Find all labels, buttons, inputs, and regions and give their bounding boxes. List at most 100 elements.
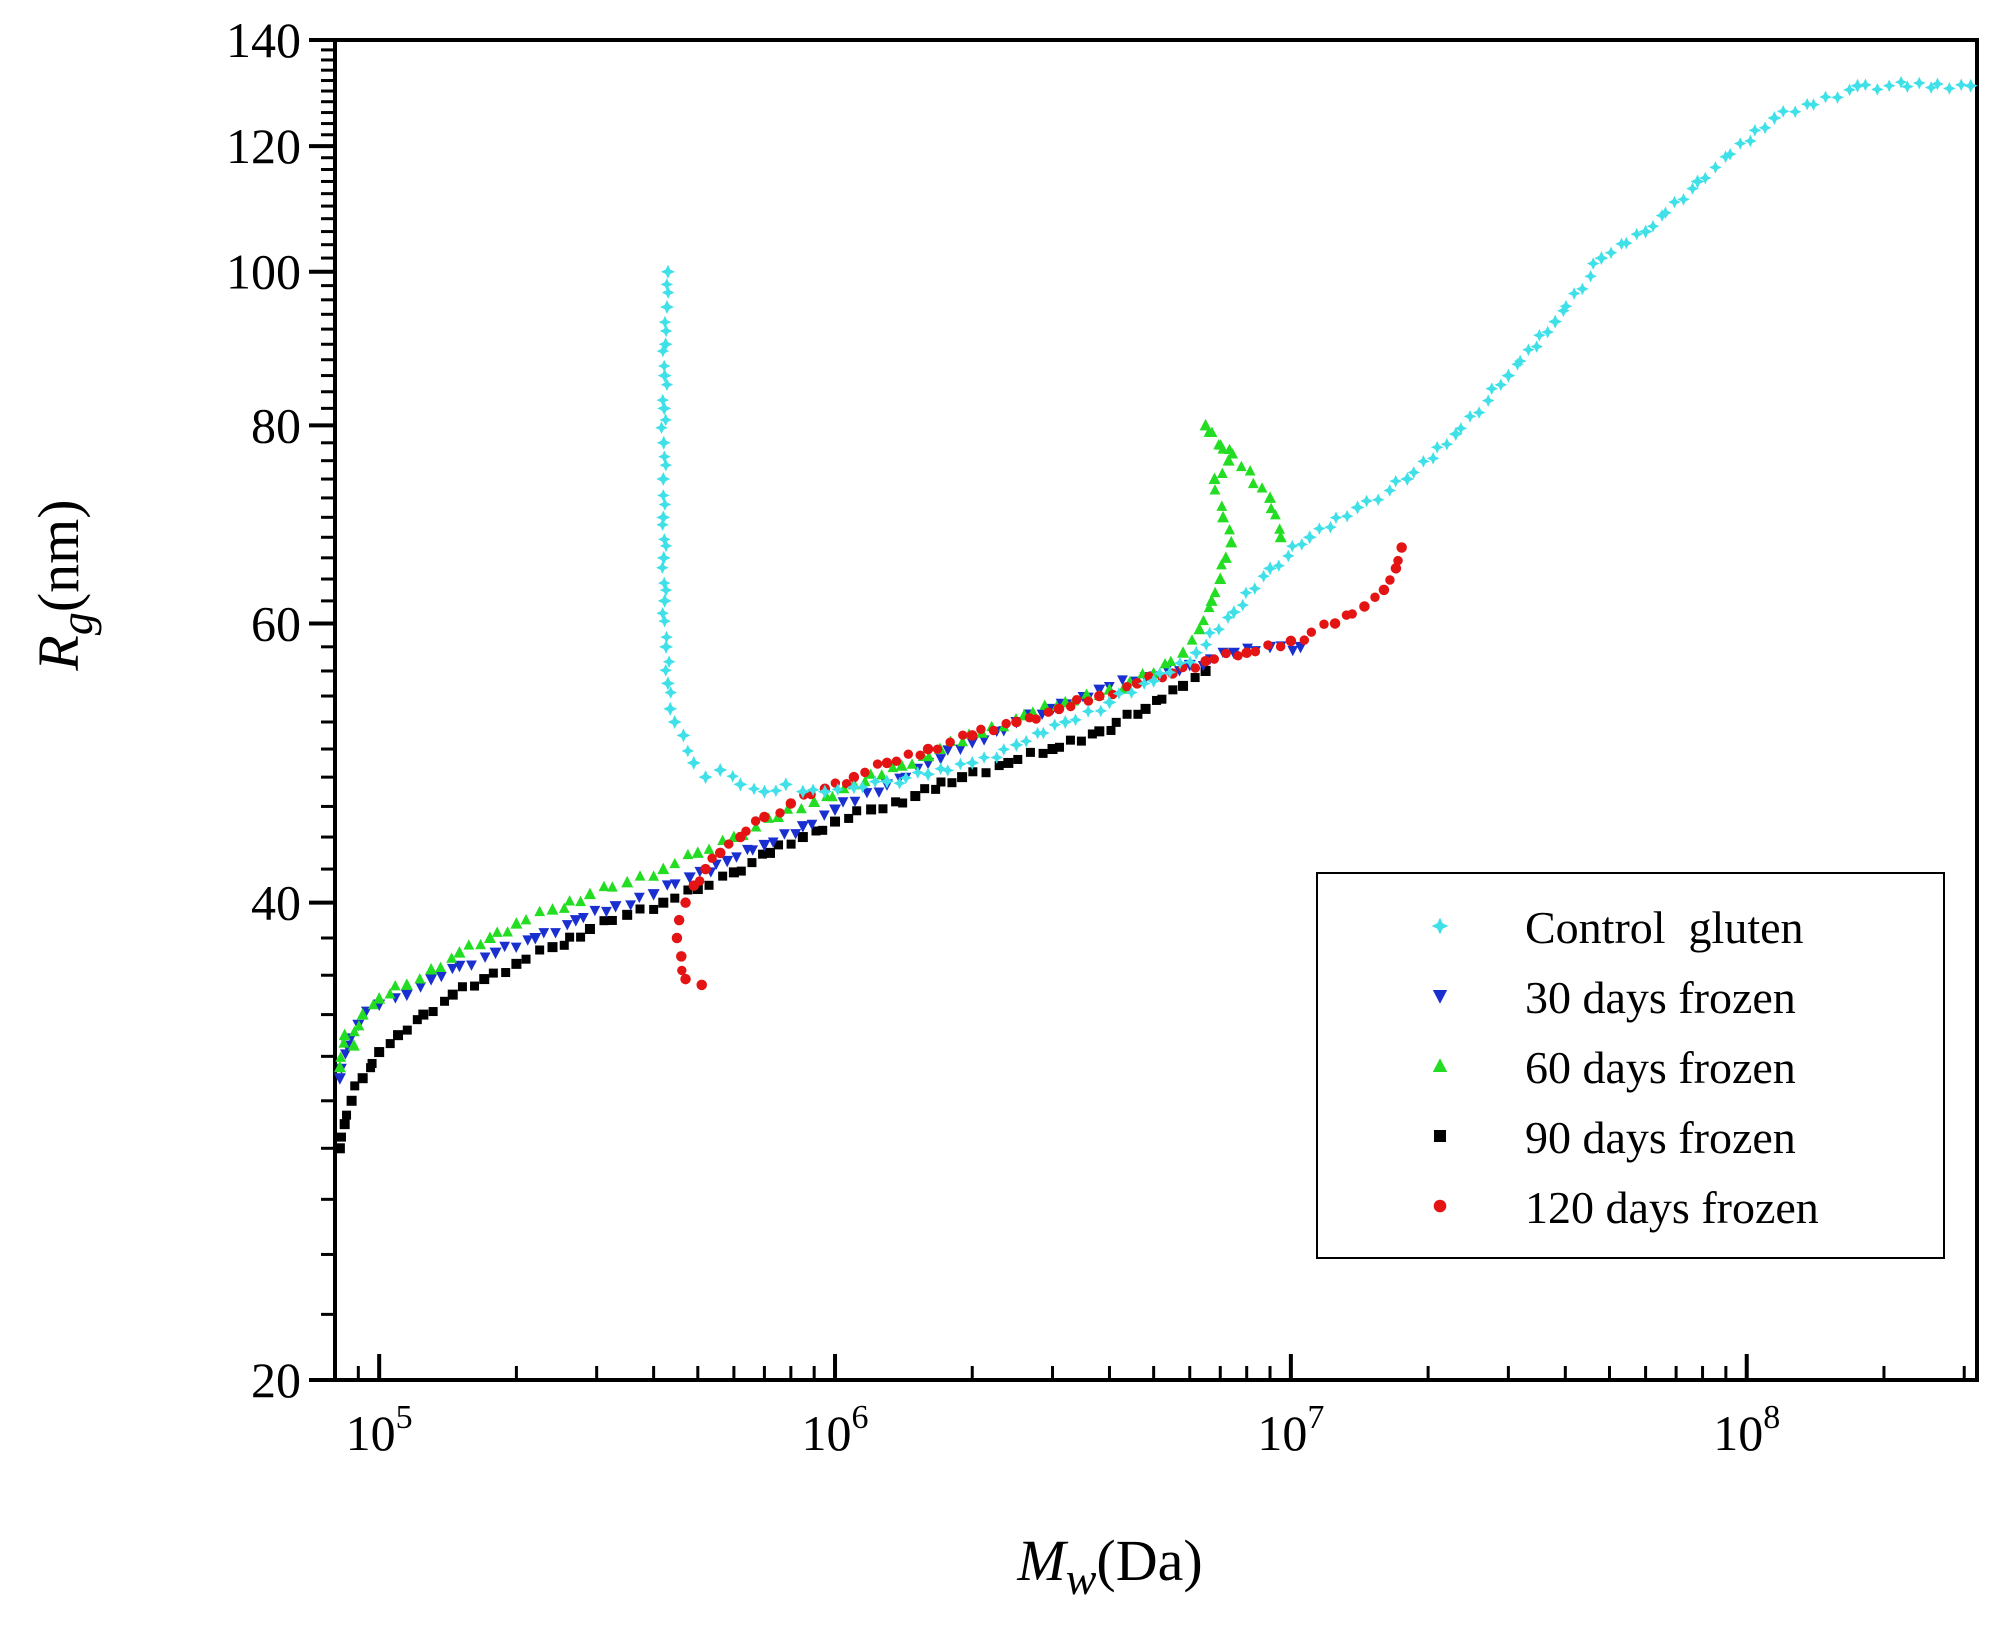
- data-point: [1200, 665, 1211, 676]
- data-point: [723, 839, 734, 849]
- data-point: [1168, 685, 1178, 695]
- data-point: [671, 932, 683, 944]
- data-point: [881, 757, 893, 769]
- data-point: [670, 893, 680, 903]
- data-point: [1440, 437, 1454, 451]
- data-point: [990, 751, 1004, 764]
- data-point: [606, 881, 618, 892]
- data-point: [656, 435, 671, 450]
- legend-label: 90 days frozen: [1525, 1112, 1796, 1163]
- data-point: [660, 378, 674, 391]
- data-point: [968, 767, 978, 777]
- data-point: [931, 784, 941, 794]
- data-point: [656, 489, 670, 502]
- data-point: [659, 639, 674, 654]
- legend-label: 30 days frozen: [1525, 972, 1796, 1023]
- y-tick-label: 20: [251, 1352, 301, 1408]
- data-point: [657, 862, 670, 875]
- data-point: [790, 829, 802, 840]
- data-point: [1081, 705, 1095, 718]
- data-point: [1807, 98, 1820, 111]
- data-point: [1225, 535, 1238, 548]
- data-point: [1723, 147, 1737, 161]
- data-point: [1190, 663, 1201, 673]
- data-point: [713, 762, 728, 777]
- data-point: [402, 1025, 412, 1035]
- data-point: [1894, 75, 1908, 89]
- data-point: [1620, 236, 1633, 250]
- data-point: [1241, 647, 1252, 659]
- data-point: [976, 724, 986, 735]
- data-point: [1203, 601, 1215, 613]
- data-point: [1081, 688, 1092, 699]
- data-point: [1776, 105, 1790, 118]
- data-point: [747, 858, 757, 868]
- legend-entry: 60 days frozen: [1432, 1042, 1796, 1093]
- data-point: [846, 780, 861, 795]
- data-point: [1239, 586, 1253, 600]
- data-point: [849, 796, 861, 808]
- data-point: [342, 1110, 352, 1120]
- data-point: [829, 804, 842, 816]
- data-point: [1198, 614, 1209, 626]
- data-point: [873, 787, 885, 798]
- data-point: [698, 770, 713, 785]
- data-point: [656, 550, 671, 565]
- data-point: [583, 887, 596, 900]
- data-point: [1108, 689, 1118, 700]
- data-point: [400, 989, 413, 1002]
- data-point: [384, 988, 396, 999]
- data-point: [1295, 538, 1309, 551]
- data-point: [453, 960, 466, 973]
- data-point: [577, 913, 589, 924]
- data-point: [589, 905, 601, 917]
- data-point: [511, 958, 522, 969]
- data-point: [1638, 224, 1653, 239]
- data-point: [1236, 598, 1250, 612]
- data-point: [1047, 744, 1058, 755]
- data-point: [1256, 482, 1268, 493]
- data-point: [510, 942, 522, 953]
- data-point: [1407, 466, 1421, 479]
- data-point: [1083, 696, 1094, 706]
- data-point: [769, 784, 783, 797]
- data-point: [1567, 287, 1581, 300]
- data-point: [721, 855, 734, 868]
- data-point: [726, 769, 740, 783]
- y-tick-label: 120: [226, 118, 301, 174]
- data-point: [1748, 124, 1762, 137]
- data-point: [662, 655, 676, 669]
- data-point: [1043, 707, 1054, 717]
- data-point: [1146, 673, 1161, 688]
- data-point: [757, 784, 772, 799]
- data-point: [334, 1143, 345, 1154]
- data-point: [1432, 990, 1448, 1004]
- data-point: [1178, 680, 1189, 691]
- data-point: [1329, 618, 1341, 629]
- data-point: [947, 778, 957, 788]
- data-point: [1199, 638, 1213, 651]
- data-point: [1347, 609, 1357, 619]
- data-point: [1111, 717, 1121, 727]
- data-point: [750, 816, 761, 826]
- data-point: [435, 961, 446, 972]
- data-point: [658, 337, 673, 352]
- y-tick-label: 80: [251, 397, 301, 453]
- data-point: [893, 776, 906, 790]
- data-point: [385, 1039, 395, 1049]
- data-point: [915, 750, 925, 760]
- data-point: [1215, 439, 1227, 450]
- data-point: [664, 686, 677, 699]
- data-point: [584, 924, 595, 935]
- data-point: [1190, 673, 1200, 683]
- data-point: [941, 764, 955, 777]
- legend-label: 120 days frozen: [1525, 1182, 1819, 1233]
- data-point: [1065, 701, 1076, 712]
- data-point: [558, 902, 570, 913]
- y-tick-label: 140: [226, 12, 301, 68]
- data-point: [479, 974, 490, 985]
- data-point: [1039, 699, 1051, 710]
- data-point: [879, 774, 894, 789]
- data-point: [921, 767, 936, 782]
